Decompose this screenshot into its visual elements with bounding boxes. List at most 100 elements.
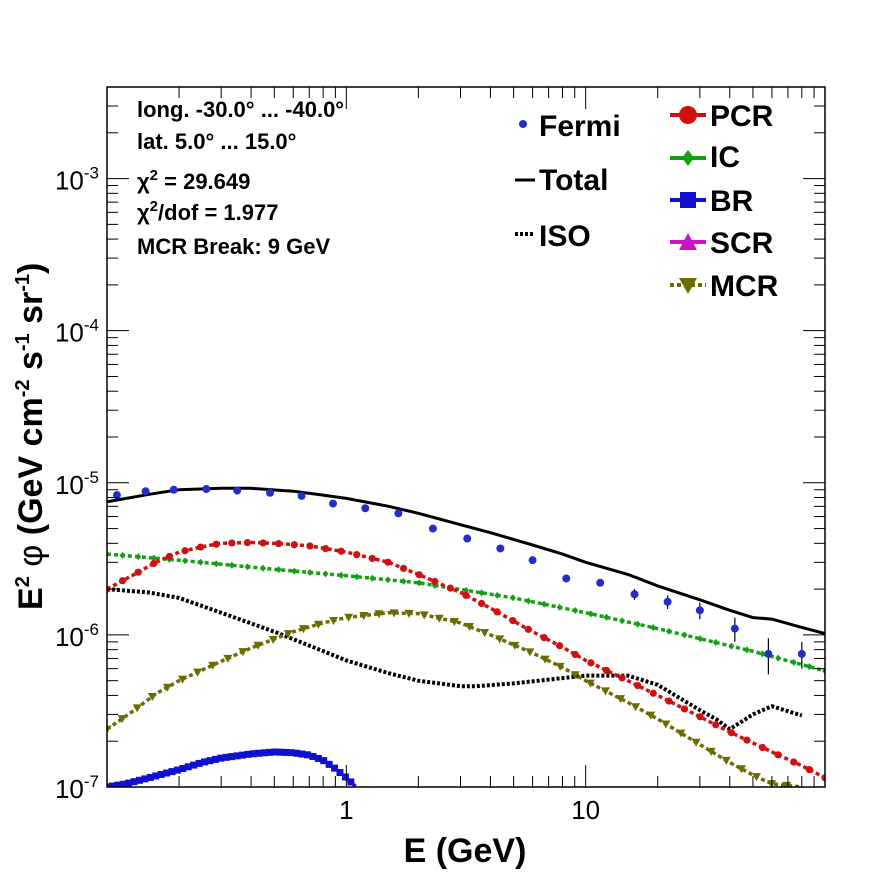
series-br-marker xyxy=(211,755,219,763)
info-latitude: lat. 5.0° ... 15.0° xyxy=(137,129,296,154)
series-mcr-marker xyxy=(691,738,701,747)
legend-ic-label: IC xyxy=(710,141,740,174)
series-pcr-marker xyxy=(540,634,548,642)
series-mcr-marker xyxy=(616,695,626,704)
legend-mcr-label: MCR xyxy=(710,270,779,303)
legend-br-label: BR xyxy=(710,185,754,218)
legend-br-marker xyxy=(680,192,696,208)
chi2dof-value: /dof = 1.977 xyxy=(158,200,278,225)
series-br-marker xyxy=(114,781,122,787)
series-mcr-marker xyxy=(736,765,746,774)
series-pcr-marker xyxy=(821,774,825,782)
series-ic-marker xyxy=(603,613,610,621)
series-br-marker xyxy=(201,758,209,766)
series-mcr-marker xyxy=(107,725,112,734)
series-pcr-marker xyxy=(119,577,127,585)
series-br-marker xyxy=(325,760,333,768)
series-mcr-marker xyxy=(419,611,429,620)
chi2-value: = 29.649 xyxy=(158,169,250,194)
series-mcr-marker xyxy=(178,675,188,684)
series-br-marker xyxy=(157,771,165,779)
series-pcr-marker xyxy=(259,539,267,547)
series-pcr-marker xyxy=(571,650,579,659)
series-ic-marker xyxy=(182,557,189,565)
legend-scr-label: SCR xyxy=(710,227,774,260)
series-br-marker xyxy=(152,772,160,780)
series-br-marker xyxy=(320,757,328,765)
series-ic-marker xyxy=(150,554,157,562)
series-pcr-marker xyxy=(727,729,735,737)
fermi-point xyxy=(463,534,472,543)
series-pcr-marker xyxy=(399,564,408,572)
series-mcr-marker xyxy=(374,610,384,619)
fermi-point xyxy=(202,485,211,494)
series-br-marker xyxy=(347,778,355,786)
series-ic-marker xyxy=(619,617,626,625)
series-ic-marker xyxy=(775,654,782,662)
series-br-marker xyxy=(276,748,284,756)
series-pcr-marker xyxy=(587,659,595,667)
series-br-marker xyxy=(341,773,349,781)
series-ic-marker xyxy=(119,551,126,559)
series-br-marker xyxy=(331,764,339,772)
series-mcr-marker xyxy=(268,635,278,644)
series-br-marker xyxy=(228,753,236,761)
series-ic-marker xyxy=(275,566,282,574)
series-ic-marker xyxy=(244,563,251,571)
legend-ic-marker xyxy=(682,150,694,166)
y-tick-exp: -7 xyxy=(84,772,99,791)
series-total-line xyxy=(107,486,825,636)
series-pcr-marker xyxy=(743,736,751,744)
series-pcr-marker xyxy=(212,540,220,548)
series-mcr-marker xyxy=(208,661,218,670)
series-br-marker xyxy=(271,748,279,756)
series-pcr-marker xyxy=(337,547,345,555)
y-tick-base: 10 xyxy=(55,470,84,500)
fermi-point xyxy=(663,597,672,606)
series-mcr-marker xyxy=(283,630,293,639)
series-pcr-marker xyxy=(556,642,564,650)
series-pcr-marker xyxy=(509,617,517,625)
series-ic-marker xyxy=(743,646,750,654)
legend: Fermi Total ISO PCR IC BR SCR MCR xyxy=(515,100,779,303)
series-br-marker xyxy=(184,763,192,771)
series-br-marker xyxy=(287,749,295,757)
series-ic-marker xyxy=(494,591,501,599)
series-br-marker xyxy=(244,750,252,758)
series-pcr-marker xyxy=(602,666,611,675)
fermi-point xyxy=(695,606,704,615)
series-mcr-marker xyxy=(238,648,248,657)
y-axis-title: E2 φ (GeV cm-2 s-1 sr-1) xyxy=(12,263,50,610)
series-pcr-marker xyxy=(197,543,205,551)
series-ic-marker xyxy=(322,570,329,578)
legend-pcr-marker xyxy=(679,106,697,124)
series-mcr-marker xyxy=(117,715,127,724)
series-mcr-marker xyxy=(298,625,308,634)
y-title-close: ) xyxy=(12,263,50,274)
series-br-marker xyxy=(314,754,322,762)
series-br-marker xyxy=(303,751,311,759)
chi2dof-symbol: χ xyxy=(137,200,150,225)
series-ic-marker xyxy=(806,663,813,671)
series-pcr-marker xyxy=(774,751,782,759)
fermi-point xyxy=(394,509,403,518)
y-tick-base: 10 xyxy=(55,774,84,804)
axis-ticks xyxy=(106,86,826,788)
series-mcr-marker xyxy=(646,711,656,720)
series-br-marker xyxy=(130,778,138,786)
series-ic-marker xyxy=(400,577,407,585)
series-pcr-marker xyxy=(680,705,689,713)
series-pcr-marker xyxy=(696,713,704,721)
series-br-marker xyxy=(282,748,290,756)
series-br-marker xyxy=(146,773,154,781)
y-title-sup3: -1 xyxy=(12,274,34,292)
series-ic-marker xyxy=(509,594,516,602)
series-mcr-marker xyxy=(313,620,323,629)
series-pcr-marker xyxy=(290,541,298,549)
series-ic-marker xyxy=(260,564,267,572)
series-pcr-marker xyxy=(306,542,314,550)
series-ic-marker xyxy=(135,553,142,561)
legend-pcr-label: PCR xyxy=(710,100,774,133)
fermi-point xyxy=(797,649,806,658)
fermi-point xyxy=(630,590,639,599)
